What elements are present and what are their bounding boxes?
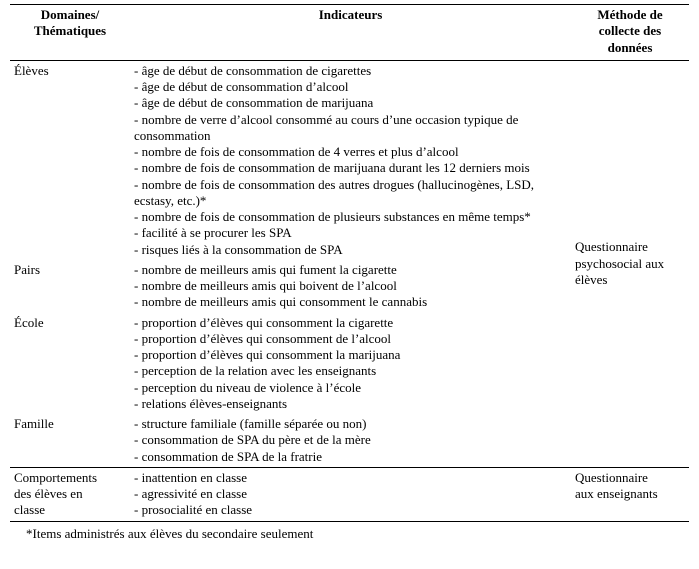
indicator-line: - nombre de fois de consommation de 4 ve…: [134, 144, 567, 160]
header-domain-l2: Thématiques: [34, 23, 106, 38]
method2-l1: Questionnaire: [575, 470, 648, 485]
indicator-line: - inattention en classe: [134, 470, 567, 486]
indicators-cell: - structure familiale (famille séparée o…: [130, 414, 571, 467]
table-container: Domaines/ Thématiques Indicateurs Méthod…: [0, 0, 699, 548]
indicator-line: - nombre de meilleurs amis qui fument la…: [134, 262, 567, 278]
domain-l3: classe: [14, 502, 45, 517]
indicator-line: - consommation de SPA de la fratrie: [134, 449, 567, 465]
header-domain-l1: Domaines/: [41, 7, 100, 22]
indicator-line: - perception du niveau de violence à l’é…: [134, 380, 567, 396]
indicator-line: - proportion d’élèves qui consomment la …: [134, 315, 567, 331]
footnote: *Items administrés aux élèves du seconda…: [10, 522, 689, 542]
method2-l2: aux enseignants: [575, 486, 658, 501]
indicator-line: - agressivité en classe: [134, 486, 567, 502]
indicator-line: - nombre de fois de consommation de mari…: [134, 160, 567, 176]
method-l1: Questionnaire: [575, 239, 648, 254]
indicator-line: - risques liés à la consommation de SPA: [134, 242, 567, 258]
method-cell: Questionnaire psychosocial aux élèves: [571, 60, 689, 467]
data-table: Domaines/ Thématiques Indicateurs Méthod…: [10, 4, 689, 522]
indicators-cell: - âge de début de consommation de cigare…: [130, 60, 571, 260]
indicator-line: - consommation de SPA du père et de la m…: [134, 432, 567, 448]
indicators-cell: - inattention en classe - agressivité en…: [130, 467, 571, 521]
header-method-l3: données: [608, 40, 653, 55]
indicator-line: - proportion d’élèves qui consomment de …: [134, 331, 567, 347]
indicator-line: - nombre de fois de consommation de plus…: [134, 209, 567, 225]
indicator-line: - perception de la relation avec les ens…: [134, 363, 567, 379]
header-indicators: Indicateurs: [130, 5, 571, 61]
indicator-line: - nombre de verre d’alcool consommé au c…: [134, 112, 567, 145]
domain-cell: Famille: [10, 414, 130, 467]
domain-l2: des élèves en: [14, 486, 83, 501]
header-row: Domaines/ Thématiques Indicateurs Méthod…: [10, 5, 689, 61]
domain-cell: Élèves: [10, 60, 130, 260]
indicator-line: - prosocialité en classe: [134, 502, 567, 518]
indicator-line: - âge de début de consommation de mariju…: [134, 95, 567, 111]
domain-l1: Comportements: [14, 470, 97, 485]
table-row: Comportements des élèves en classe - ina…: [10, 467, 689, 521]
method-cell: Questionnaire aux enseignants: [571, 467, 689, 521]
indicator-line: - facilité à se procurer les SPA: [134, 225, 567, 241]
header-method-l1: Méthode de: [597, 7, 662, 22]
indicator-line: - relations élèves-enseignants: [134, 396, 567, 412]
domain-cell: Comportements des élèves en classe: [10, 467, 130, 521]
indicator-line: - nombre de fois de consommation des aut…: [134, 177, 567, 210]
indicator-line: - nombre de meilleurs amis qui boivent d…: [134, 278, 567, 294]
indicator-line: - âge de début de consommation de cigare…: [134, 63, 567, 79]
domain-cell: École: [10, 313, 130, 415]
method-l3: élèves: [575, 272, 607, 287]
table-row: Élèves - âge de début de consommation de…: [10, 60, 689, 260]
indicator-line: - âge de début de consommation d’alcool: [134, 79, 567, 95]
domain-cell: Pairs: [10, 260, 130, 313]
indicators-cell: - proportion d’élèves qui consomment la …: [130, 313, 571, 415]
indicator-line: - nombre de meilleurs amis qui consommen…: [134, 294, 567, 310]
indicator-line: - proportion d’élèves qui consomment la …: [134, 347, 567, 363]
indicators-cell: - nombre de meilleurs amis qui fument la…: [130, 260, 571, 313]
indicator-line: - structure familiale (famille séparée o…: [134, 416, 567, 432]
header-method: Méthode de collecte des données: [571, 5, 689, 61]
header-domain: Domaines/ Thématiques: [10, 5, 130, 61]
method-l2: psychosocial aux: [575, 256, 664, 271]
header-method-l2: collecte des: [599, 23, 661, 38]
